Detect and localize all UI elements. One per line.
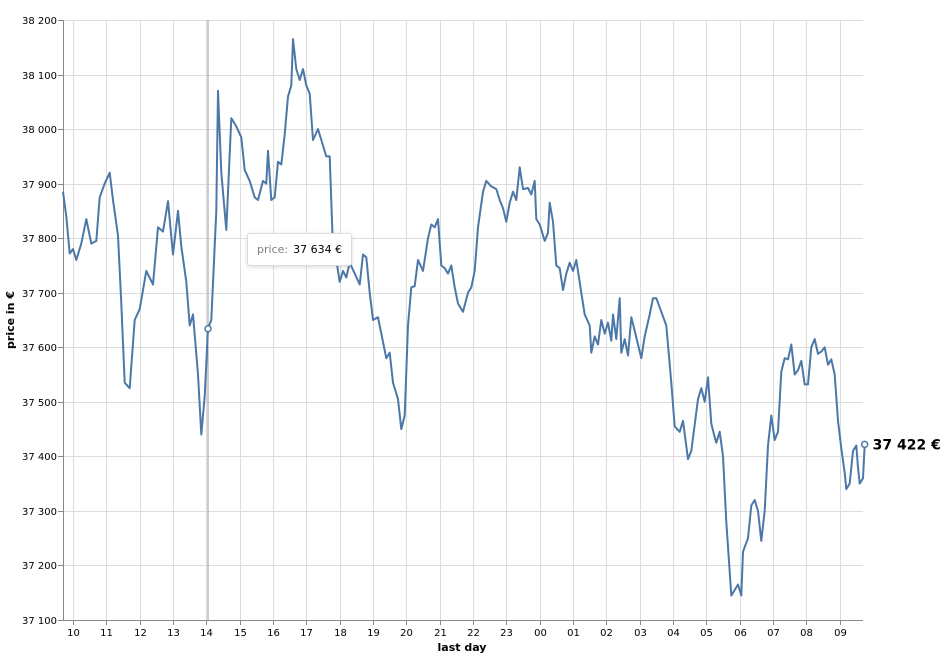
- x-tick-label: 04: [667, 628, 680, 639]
- x-tick-label: 08: [800, 628, 813, 639]
- x-tick-label: 09: [834, 628, 847, 639]
- x-tick-label: 21: [434, 628, 447, 639]
- end-point-marker[interactable]: [860, 440, 869, 449]
- x-tick-label: 06: [734, 628, 747, 639]
- y-axis-title: price in €: [4, 291, 17, 349]
- x-tick-label: 03: [634, 628, 647, 639]
- y-tick-label: 37 300: [22, 507, 57, 518]
- y-tick-label: 38 100: [22, 71, 57, 82]
- x-tick-label: 11: [100, 628, 113, 639]
- hover-point[interactable]: [204, 324, 212, 333]
- x-tick-label: 01: [567, 628, 580, 639]
- y-tick-label: 37 500: [22, 398, 57, 409]
- y-tick-label: 37 400: [22, 452, 57, 463]
- y-tick-label: 37 600: [22, 343, 57, 354]
- y-tick-label: 37 800: [22, 234, 57, 245]
- grid-lines: [63, 20, 863, 621]
- x-tick-label: 18: [334, 628, 347, 639]
- x-tick-label: 02: [600, 628, 613, 639]
- x-tick-label: 15: [234, 628, 247, 639]
- x-tick-label: 05: [700, 628, 713, 639]
- x-tick-label: 14: [200, 628, 213, 639]
- y-tick-label: 38 200: [22, 16, 57, 27]
- x-tick-label: 10: [67, 628, 80, 639]
- x-axis: 10 11 12 13 14 15 16 17 18 19 20 21 22 23 00 01 02 03 04 05…: [63, 620, 863, 639]
- y-axis: 37 100 37 200 37 300 37 400 37 500 37 600 37 7…: [22, 16, 64, 627]
- y-tick-label: 37 900: [22, 180, 57, 191]
- x-tick-label: 23: [500, 628, 513, 639]
- x-tick-label: 20: [400, 628, 413, 639]
- end-price-label: 37 422 €: [873, 437, 941, 453]
- x-tick-label: 19: [367, 628, 380, 639]
- series-line-price[interactable]: [62, 38, 866, 597]
- x-tick-label: 12: [134, 628, 147, 639]
- x-tick-label: 00: [534, 628, 547, 639]
- tooltip-key: price:: [257, 243, 289, 256]
- y-tick-label: 38 000: [22, 125, 57, 136]
- x-tick-label: 16: [267, 628, 280, 639]
- y-tick-label: 37 100: [22, 616, 57, 627]
- x-tick-label: 07: [767, 628, 780, 639]
- x-tick-label: 13: [167, 628, 180, 639]
- y-tick-label: 37 700: [22, 289, 57, 300]
- tooltip-value: 37 634 €: [293, 243, 343, 256]
- price-tooltip: price: 37 634 €: [247, 233, 353, 266]
- x-tick-label: 22: [467, 628, 480, 639]
- x-tick-label: 17: [300, 628, 313, 639]
- y-tick-label: 37 200: [22, 561, 57, 572]
- x-axis-title: last day: [438, 641, 487, 654]
